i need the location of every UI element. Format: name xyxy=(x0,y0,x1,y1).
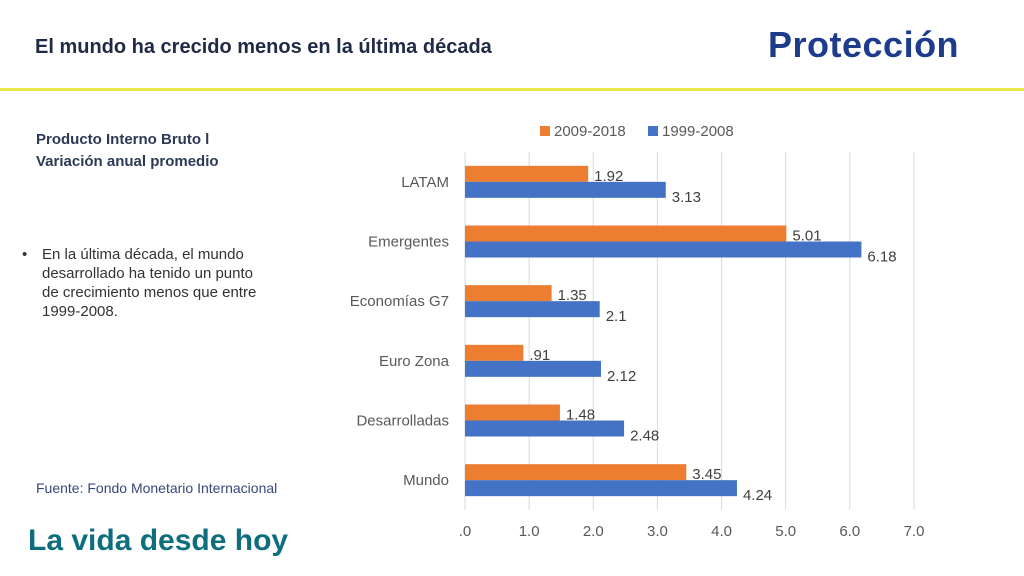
x-tick-label: 5.0 xyxy=(775,523,796,540)
data-label: 5.01 xyxy=(792,228,821,245)
x-tick-label: 4.0 xyxy=(711,523,732,540)
x-tick-label: 6.0 xyxy=(839,523,860,540)
source-note: Fuente: Fondo Monetario Internacional xyxy=(36,480,278,496)
chart-subtitle: Producto Interno Bruto l Variación anual… xyxy=(36,129,276,173)
bar xyxy=(465,480,737,497)
bar xyxy=(465,404,560,421)
legend-label: 1999-2008 xyxy=(662,123,734,140)
legend-swatch xyxy=(540,126,550,136)
category-label: Desarrolladas xyxy=(356,413,449,430)
slide-title: El mundo ha crecido menos en la última d… xyxy=(35,36,492,58)
brand-logo: Protección xyxy=(768,24,960,65)
gdp-bar-chart: .0 1.0 2.0 3.0 4.0 5.0 6.0 7.0 LATAM 1.92 3.13 Emer… xyxy=(350,123,925,540)
bar xyxy=(465,420,625,437)
bar xyxy=(465,241,862,258)
category-label: Euro Zona xyxy=(379,353,450,370)
bullet-dot-icon: • xyxy=(22,246,28,263)
subtitle-line-1: Producto Interno Bruto l xyxy=(36,131,210,148)
bar xyxy=(465,301,600,318)
x-tick-label: .0 xyxy=(459,523,472,540)
data-label: 3.45 xyxy=(692,466,721,483)
bar xyxy=(465,344,524,361)
bullet-text: En la última década, el mundo desarrolla… xyxy=(42,246,257,320)
x-tick-label: 3.0 xyxy=(647,523,668,540)
data-label: 6.18 xyxy=(867,249,896,266)
category-label: Mundo xyxy=(403,472,449,489)
subtitle-line-2: Variación anual promedio xyxy=(36,153,219,170)
data-label: 1.48 xyxy=(566,407,595,424)
data-label: 2.12 xyxy=(607,368,636,385)
bar xyxy=(465,181,666,198)
brand-tagline: La vida desde hoy xyxy=(28,524,289,557)
data-label: 2.1 xyxy=(606,308,627,325)
data-label: 2.48 xyxy=(630,428,659,445)
category-label: LATAM xyxy=(401,174,449,191)
x-tick-label: 7.0 xyxy=(904,523,925,540)
data-label: 3.13 xyxy=(672,189,701,206)
bar xyxy=(465,225,787,242)
category-label: Emergentes xyxy=(368,234,449,251)
legend-label: 2009-2018 xyxy=(554,123,626,140)
data-label: .91 xyxy=(529,347,550,364)
data-label: 1.92 xyxy=(594,168,623,185)
category-label: Economías G7 xyxy=(350,293,449,310)
data-label: 1.35 xyxy=(558,287,587,304)
x-tick-label: 1.0 xyxy=(519,523,540,540)
x-tick-label: 2.0 xyxy=(583,523,604,540)
bar xyxy=(465,285,552,302)
data-label: 4.24 xyxy=(743,487,772,504)
header-divider xyxy=(0,88,1024,91)
legend-swatch xyxy=(648,126,658,136)
bar xyxy=(465,165,589,182)
bar xyxy=(465,360,601,377)
bar xyxy=(465,464,687,481)
